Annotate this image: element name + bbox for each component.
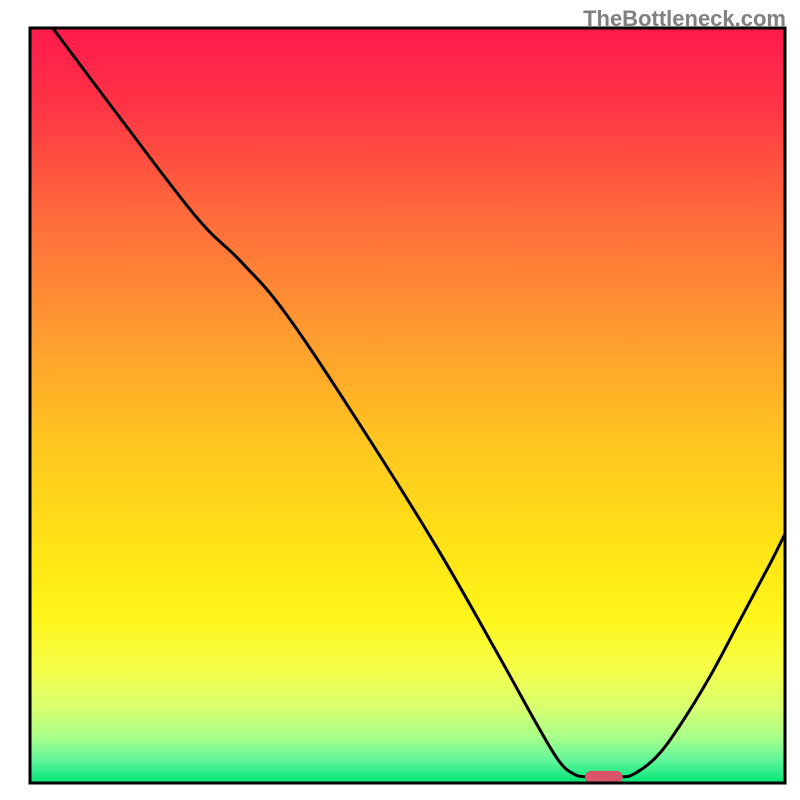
optimal-marker bbox=[585, 771, 623, 783]
chart-container: TheBottleneck.com bbox=[0, 0, 800, 800]
bottleneck-chart bbox=[0, 0, 800, 800]
gradient-background bbox=[30, 28, 785, 783]
